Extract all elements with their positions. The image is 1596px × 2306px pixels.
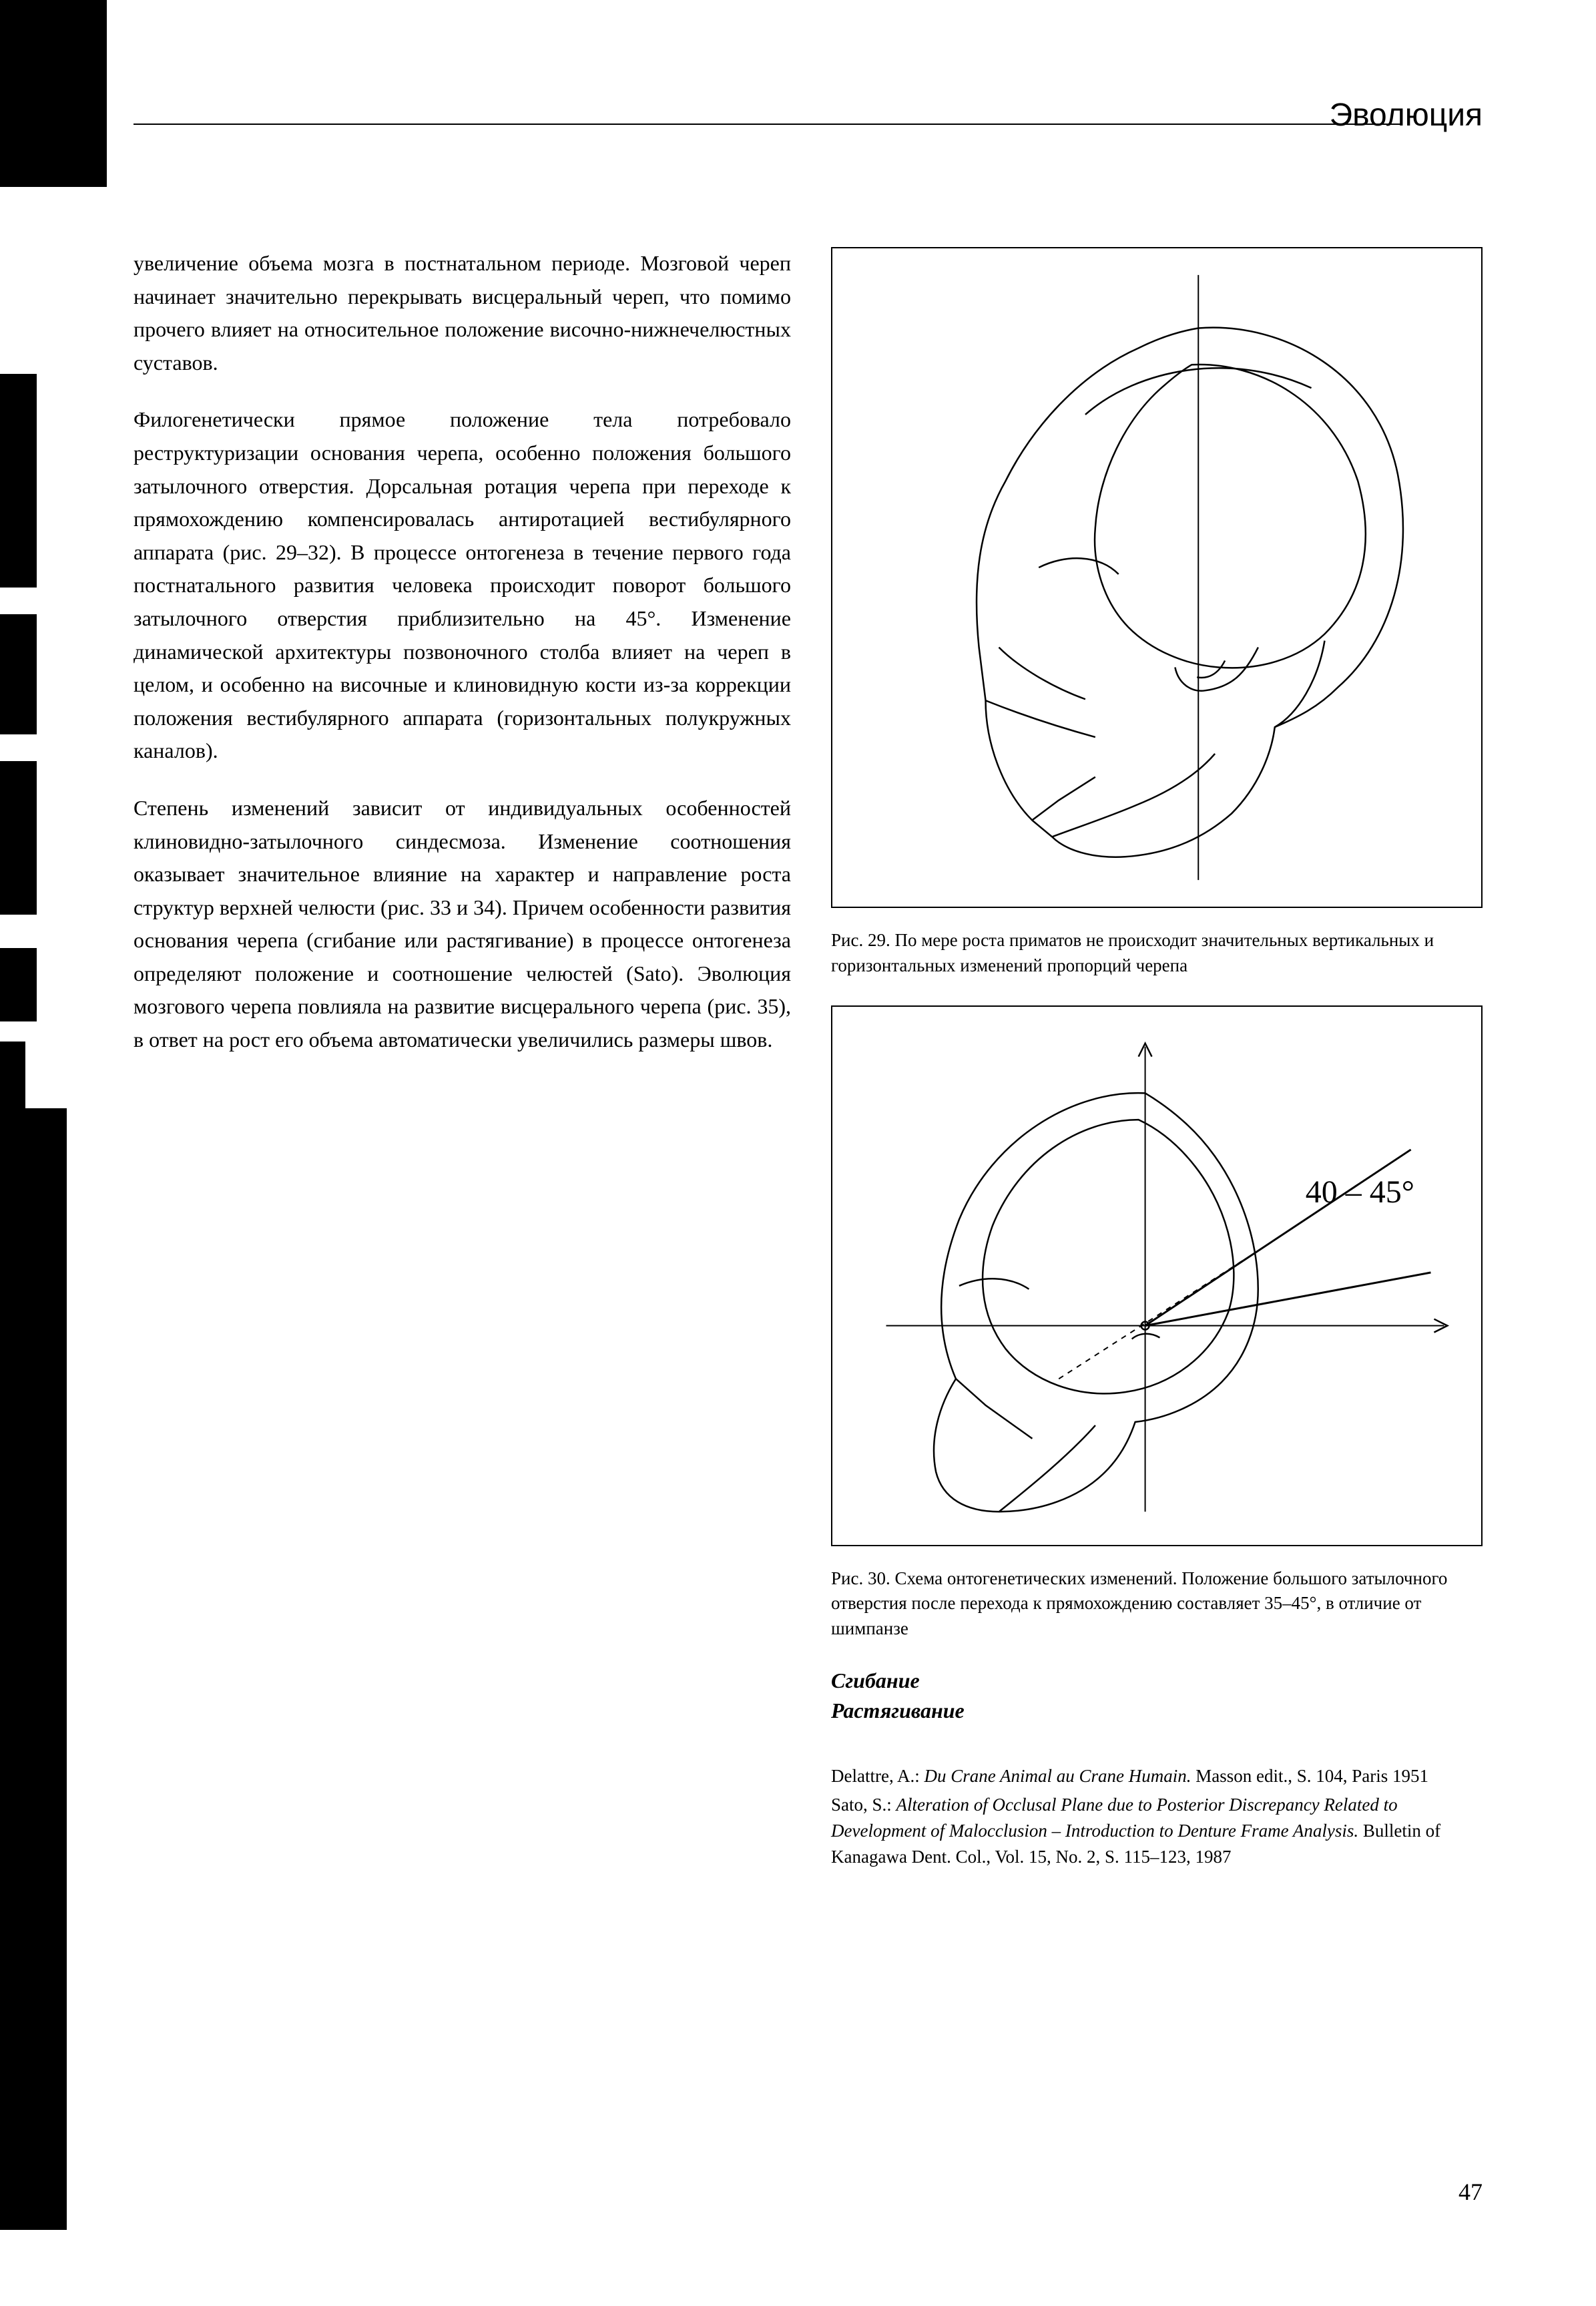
page-container: Эволюция увеличение объема мозга в постн…	[0, 0, 1596, 2306]
figure-30-angle-label: 40 – 45°	[1306, 1174, 1414, 1210]
ref2-title: Alteration of Occlusal Plane due to Post…	[831, 1795, 1398, 1841]
ref1-rest: Masson edit., S. 104, Paris 1951	[1191, 1766, 1428, 1786]
header-title: Эволюция	[1330, 97, 1483, 134]
content-area: увеличение объема мозга в постнатальном …	[134, 247, 1483, 1873]
figure-30: 40 – 45°	[831, 1005, 1483, 1546]
figure-30-svg	[832, 1007, 1481, 1545]
scan-edge-marks	[0, 0, 53, 2306]
header-divider	[134, 124, 1402, 125]
figure-30-caption: Рис. 30. Схема онтогенетических изменени…	[831, 1566, 1483, 1642]
page-number: 47	[1458, 2178, 1483, 2206]
ref1-author: Delattre, A.:	[831, 1766, 924, 1786]
reference-2: Sato, S.: Alteration of Occlusal Plane d…	[831, 1792, 1483, 1870]
reference-1: Delattre, A.: Du Crane Animal au Crane H…	[831, 1763, 1483, 1789]
figure-29	[831, 247, 1483, 908]
ref2-author: Sato, S.:	[831, 1795, 896, 1815]
paragraph-3: Степень изменений зависит от индивидуаль…	[134, 792, 791, 1057]
figure-29-svg	[832, 248, 1481, 907]
paragraph-1: увеличение объема мозга в постнатальном …	[134, 247, 791, 379]
references-block: Delattre, A.: Du Crane Animal au Crane H…	[831, 1763, 1483, 1871]
paragraph-2: Филогенетически прямое положение тела по…	[134, 403, 791, 768]
subheading-sgibanie: Сгибание	[831, 1668, 1483, 1693]
right-column: Рис. 29. По мере роста приматов не проис…	[831, 247, 1483, 1873]
figure-29-caption: Рис. 29. По мере роста приматов не проис…	[831, 928, 1483, 979]
ref1-title: Du Crane Animal au Crane Humain.	[924, 1766, 1191, 1786]
subheading-rastyagivanie: Растягивание	[831, 1698, 1483, 1723]
left-column: увеличение объема мозга в постнатальном …	[134, 247, 791, 1873]
